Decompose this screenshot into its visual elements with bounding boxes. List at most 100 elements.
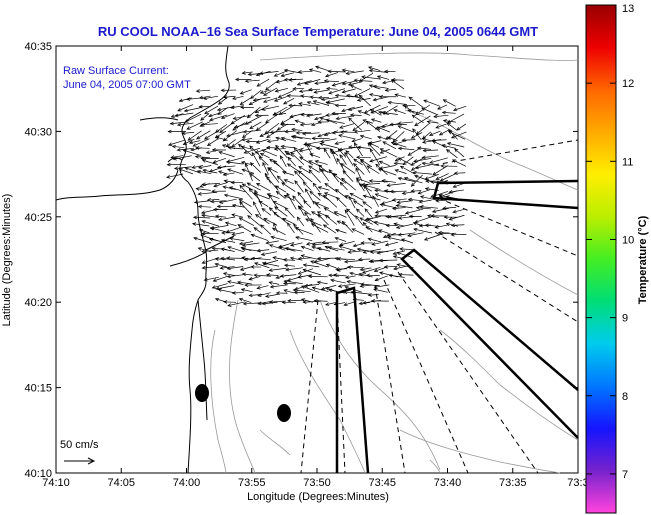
current-vector: [196, 130, 211, 140]
current-vector: [353, 162, 365, 175]
current-vector: [211, 283, 228, 289]
current-vector: [403, 176, 423, 184]
current-vector: [373, 288, 388, 293]
current-vector: [343, 259, 363, 264]
current-vector: [308, 87, 321, 92]
current-vector: [319, 116, 338, 124]
current-vector: [442, 119, 456, 123]
y-tick-label: 40:35: [24, 41, 52, 53]
current-vector: [419, 205, 439, 209]
current-vector: [285, 267, 303, 272]
current-vector: [251, 151, 261, 167]
current-vector: [371, 240, 389, 246]
y-tick-label: 40:25: [24, 212, 52, 224]
current-vector: [314, 160, 328, 165]
current-vector: [270, 235, 287, 242]
current-vector: [393, 222, 405, 227]
current-vector: [204, 105, 219, 115]
current-vector: [435, 198, 447, 203]
y-tick-label: 40:15: [24, 383, 52, 395]
current-vector: [222, 172, 235, 177]
current-vector: [186, 121, 203, 130]
current-vector: [214, 257, 226, 261]
current-vector: [324, 183, 338, 193]
current-vector: [430, 214, 448, 218]
current-vector: [226, 274, 243, 279]
colorbar-tick-label: 11: [622, 156, 633, 168]
current-vector: [246, 182, 261, 191]
current-vector: [298, 102, 312, 106]
current-vector: [443, 180, 458, 184]
current-vector: [242, 129, 261, 134]
current-vector: [355, 167, 363, 182]
current-vector: [331, 81, 347, 87]
current-vector: [404, 208, 424, 215]
current-vector: [396, 251, 413, 258]
current-vector: [297, 191, 306, 201]
current-vector: [370, 299, 389, 303]
colorbar-tick-label: 13: [622, 3, 634, 15]
current-vector: [209, 114, 228, 122]
current-vector: [396, 200, 413, 204]
current-vector: [387, 100, 407, 105]
current-vector: [338, 245, 356, 252]
current-vector: [367, 293, 379, 297]
current-vector: [253, 273, 271, 278]
current-vector: [330, 148, 338, 165]
current-vector: [296, 80, 312, 86]
current-vector: [413, 157, 432, 163]
current-vector: [305, 241, 322, 246]
current-vector: [332, 173, 347, 184]
current-vector: [311, 286, 329, 292]
current-vector: [218, 216, 236, 222]
current-vector: [356, 178, 365, 192]
current-vector: [441, 110, 456, 115]
current-vector: [294, 227, 314, 235]
current-vector: [360, 241, 373, 245]
current-vector: [263, 87, 278, 96]
current-vector: [184, 113, 202, 123]
current-vector: [310, 223, 329, 233]
current-vector: [382, 141, 397, 150]
current-vector: [317, 213, 329, 226]
current-vector: [239, 96, 253, 106]
current-vector: [311, 136, 330, 141]
current-vector: [241, 168, 255, 174]
current-vector: [323, 192, 339, 199]
current-vector: [368, 93, 381, 97]
current-vector: [292, 195, 304, 208]
current-vector: [272, 106, 288, 116]
current-vector: [331, 111, 346, 116]
current-vector: [346, 265, 365, 269]
current-vector: [357, 110, 371, 116]
current-vector: [335, 228, 347, 234]
current-vector: [418, 199, 432, 204]
current-vector: [231, 232, 244, 236]
current-vector: [308, 165, 320, 173]
current-vector: [342, 170, 354, 182]
current-vector: [412, 128, 422, 141]
current-vector: [188, 140, 201, 145]
current-vector: [355, 155, 372, 160]
current-vector: [344, 209, 355, 226]
current-vector: [227, 145, 243, 150]
current-vector: [225, 160, 243, 165]
current-vector: [353, 158, 363, 166]
current-vector: [214, 214, 227, 219]
current-vector: [398, 272, 414, 277]
current-vector: [203, 276, 219, 282]
current-vector: [249, 145, 262, 158]
y-axis-ticks: 40:35 40:30 40:25 40:20 40:15 40:10: [24, 41, 578, 480]
current-vector: [310, 260, 328, 268]
current-vector: [302, 300, 321, 304]
current-vector: [442, 99, 456, 107]
current-vector: [218, 170, 229, 175]
current-vector: [200, 113, 210, 121]
current-vector: [353, 142, 363, 157]
current-vector: [260, 224, 272, 235]
current-vector: [362, 201, 373, 209]
current-vector: [240, 105, 254, 110]
current-vector: [237, 280, 252, 285]
current-vector: [215, 136, 228, 141]
current-vector: [290, 152, 305, 165]
